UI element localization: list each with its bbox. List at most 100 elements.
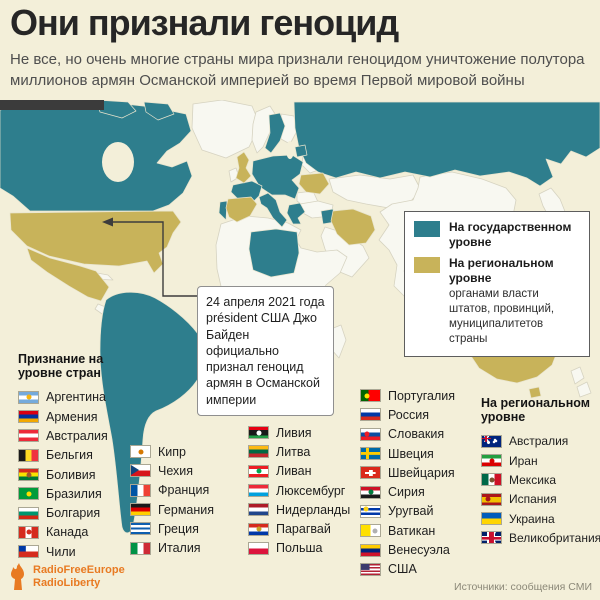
country-row: Боливия bbox=[18, 465, 128, 484]
country-label: Аргентина bbox=[46, 390, 106, 405]
country-row: Венесуэла bbox=[360, 540, 455, 559]
flag-icon bbox=[18, 506, 39, 520]
map-legend: На государственном уровне На регионально… bbox=[404, 211, 590, 357]
country-row: Греция bbox=[130, 519, 214, 538]
map-sweden bbox=[264, 112, 286, 154]
flag-emblem bbox=[363, 506, 369, 512]
column-country-level-3: Ливия Литва Ливан Люксембург Нидерланды Параг… bbox=[248, 423, 350, 558]
map-hudson-bay bbox=[102, 142, 134, 182]
column-country-level-2: Кипр Чехия Франция Германия Греция Италия bbox=[130, 442, 214, 558]
map-spain bbox=[225, 196, 258, 223]
map-tasmania bbox=[528, 386, 542, 399]
flag-emblem bbox=[26, 491, 31, 497]
country-label: Чехия bbox=[158, 463, 194, 478]
header: Они признали геноцид Не все, но очень мн… bbox=[10, 4, 592, 91]
flag-icon bbox=[130, 503, 151, 517]
country-label: Словакия bbox=[388, 427, 445, 442]
torch-icon bbox=[11, 563, 24, 590]
header-divider-bar bbox=[0, 100, 104, 110]
country-row: Нидерланды bbox=[248, 500, 350, 519]
flag-list: Аргентина Армения Австралия Бельгия Боливия Б… bbox=[18, 388, 128, 562]
country-label: Иран bbox=[509, 453, 538, 468]
flag-emblem bbox=[26, 529, 31, 535]
regional-header: На региональном уровне bbox=[481, 396, 590, 425]
rferl-logo: RadioFreeEurope RadioLiberty bbox=[8, 563, 125, 590]
flag-emblem bbox=[485, 496, 491, 502]
country-label: Нидерланды bbox=[276, 502, 351, 517]
flag-icon bbox=[248, 541, 269, 555]
country-row: Люксембург bbox=[248, 481, 350, 500]
map-uk bbox=[235, 151, 252, 184]
legend-regional-row: На региональном уровне органами власти ш… bbox=[414, 256, 580, 347]
flag-icon bbox=[481, 473, 502, 487]
country-label: США bbox=[388, 562, 417, 577]
country-label: Армения bbox=[46, 409, 98, 424]
country-label: Ливан bbox=[276, 464, 312, 479]
map-new-zealand bbox=[570, 366, 592, 398]
country-row: Германия bbox=[130, 500, 214, 519]
country-row: Испания bbox=[481, 490, 600, 509]
biden-annotation: 24 апреля 2021 года président США Джо Ба… bbox=[197, 286, 334, 416]
country-row: Великобритания bbox=[481, 528, 600, 547]
country-label: Парагвай bbox=[276, 522, 331, 537]
country-label: Украина bbox=[509, 511, 555, 526]
country-label: Россия bbox=[388, 407, 429, 422]
flag-triangle bbox=[131, 465, 139, 476]
map-greece bbox=[286, 202, 306, 225]
country-row: Канада bbox=[18, 523, 128, 542]
flag-icon bbox=[481, 512, 502, 526]
country-label: Чили bbox=[46, 544, 76, 559]
flag-icon bbox=[18, 525, 39, 539]
flag-icon bbox=[18, 448, 39, 462]
country-row: Россия bbox=[360, 405, 455, 424]
flag-list: Португалия Россия Словакия Швеция Швейцария С… bbox=[360, 386, 455, 579]
country-row: Аргентина bbox=[18, 388, 128, 407]
country-row: Болгария bbox=[18, 504, 128, 523]
country-label: Португалия bbox=[388, 388, 456, 403]
flag-icon bbox=[18, 545, 39, 559]
flag-icon bbox=[130, 483, 151, 497]
flag-icon bbox=[481, 492, 502, 506]
legend-regional-sub: органами власти штатов, провинций, муниц… bbox=[449, 288, 555, 345]
country-label: Мексика bbox=[509, 472, 557, 487]
country-row: Сирия bbox=[360, 482, 455, 501]
country-row: Бельгия bbox=[18, 446, 128, 465]
flag-icon bbox=[130, 445, 151, 459]
country-label: Литва bbox=[276, 444, 311, 459]
country-row: Бразилия bbox=[18, 484, 128, 503]
flag-icon bbox=[360, 389, 381, 403]
flag-icon bbox=[248, 522, 269, 536]
flag-emblem bbox=[489, 477, 494, 483]
logo-line1: RadioFreeEurope bbox=[33, 564, 125, 577]
flag-icon bbox=[248, 484, 269, 498]
map-italy bbox=[258, 192, 288, 228]
flag-icon bbox=[130, 464, 151, 478]
country-label: Сирия bbox=[388, 485, 425, 500]
country-row: Швеция bbox=[360, 444, 455, 463]
flag-icon bbox=[130, 522, 151, 536]
flag-icon bbox=[360, 466, 381, 480]
country-row: Чехия bbox=[130, 461, 214, 480]
country-row: Иран bbox=[481, 451, 600, 470]
country-label: Канада bbox=[46, 525, 89, 540]
map-russia bbox=[293, 101, 600, 187]
flag-icon bbox=[360, 524, 381, 538]
legend-regional-label: На региональном уровне органами власти ш… bbox=[449, 256, 580, 347]
map-iran bbox=[330, 208, 376, 246]
country-row: Швейцария bbox=[360, 463, 455, 482]
country-row: Польша bbox=[248, 539, 350, 558]
country-row: Мексика bbox=[481, 470, 600, 489]
map-baltics bbox=[294, 144, 308, 158]
country-label: Бельгия bbox=[46, 448, 93, 463]
map-arctic-islands bbox=[95, 100, 175, 121]
country-row: Литва bbox=[248, 442, 350, 461]
map-baltic-sea bbox=[286, 141, 294, 159]
flag-icon bbox=[481, 531, 502, 545]
country-label: Уругвай bbox=[388, 504, 434, 519]
country-label: Люксембург bbox=[276, 483, 346, 498]
country-row: Кипр bbox=[130, 442, 214, 461]
country-level-header: Признание на уровне стран bbox=[18, 352, 104, 381]
map-libya bbox=[248, 228, 300, 278]
country-row: Австралия bbox=[481, 432, 600, 451]
